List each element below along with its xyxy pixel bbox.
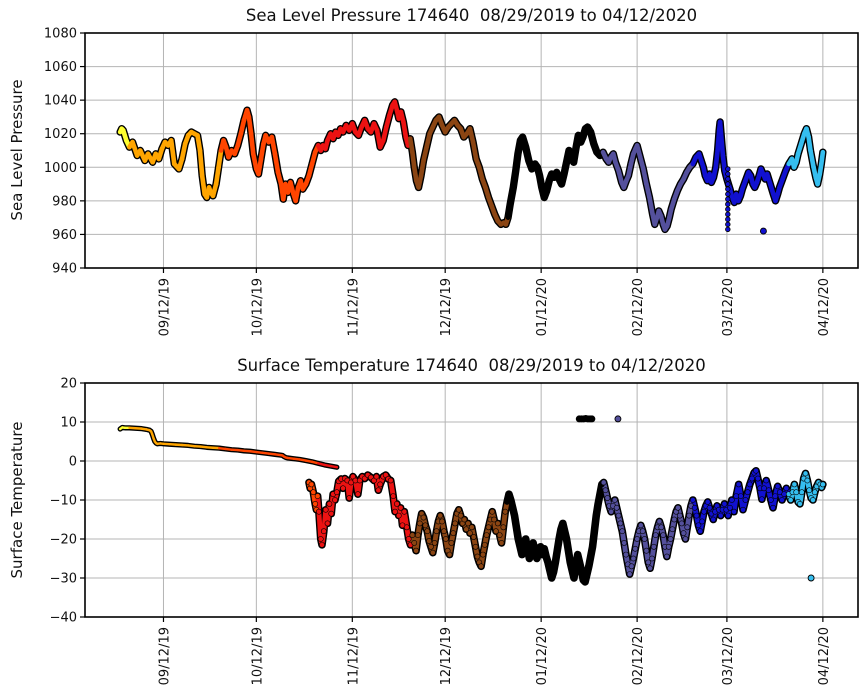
- temperature-chart: Surface Temperature 174640 08/29/2019 to…: [0, 350, 867, 700]
- svg-text:04/12/20: 04/12/20: [817, 278, 832, 336]
- svg-text:1080: 1080: [44, 27, 77, 42]
- svg-text:980: 980: [52, 194, 77, 209]
- svg-text:−40: −40: [50, 611, 77, 626]
- svg-text:1020: 1020: [44, 127, 77, 142]
- svg-text:−30: −30: [50, 572, 77, 587]
- temperature-plot-area: 20 10 0 −10 −20 −30 −40 09/12/19 10/12/19 11/12/1…: [50, 377, 859, 685]
- svg-text:12/12/19: 12/12/19: [439, 278, 454, 336]
- svg-text:10/12/19: 10/12/19: [250, 627, 265, 685]
- svg-text:1040: 1040: [44, 94, 77, 109]
- svg-text:03/12/20: 03/12/20: [721, 278, 736, 336]
- pressure-plot-area: 1080 1060 1040 1020 1000 980 960 940 09/12/19 10/…: [44, 27, 859, 336]
- pressure-chart: Sea Level Pressure 174640 08/29/2019 to …: [8, 6, 859, 336]
- pressure-chart-title: Sea Level Pressure 174640 08/29/2019 to …: [245, 6, 698, 25]
- svg-text:0: 0: [69, 455, 77, 470]
- svg-text:09/12/19: 09/12/19: [157, 278, 172, 336]
- svg-text:09/12/19: 09/12/19: [157, 627, 172, 685]
- svg-text:02/12/20: 02/12/20: [631, 627, 646, 685]
- svg-text:1060: 1060: [44, 60, 77, 75]
- svg-text:10/12/19: 10/12/19: [250, 278, 265, 336]
- svg-text:10: 10: [60, 416, 77, 431]
- svg-text:960: 960: [52, 228, 77, 243]
- svg-text:01/12/20: 01/12/20: [535, 278, 550, 336]
- svg-text:12/12/19: 12/12/19: [439, 627, 454, 685]
- svg-text:11/12/19: 11/12/19: [346, 627, 361, 685]
- svg-text:−20: −20: [50, 533, 77, 548]
- svg-text:04/12/20: 04/12/20: [817, 627, 832, 685]
- svg-text:−10: −10: [50, 494, 77, 509]
- svg-text:01/12/20: 01/12/20: [535, 627, 550, 685]
- svg-text:02/12/20: 02/12/20: [631, 278, 646, 336]
- svg-text:20: 20: [60, 377, 77, 392]
- svg-text:03/12/20: 03/12/20: [721, 627, 736, 685]
- svg-text:1000: 1000: [44, 161, 77, 176]
- svg-text:940: 940: [52, 262, 77, 277]
- svg-text:11/12/19: 11/12/19: [346, 278, 361, 336]
- temperature-chart-title: Surface Temperature 174640 08/29/2019 to…: [237, 356, 706, 375]
